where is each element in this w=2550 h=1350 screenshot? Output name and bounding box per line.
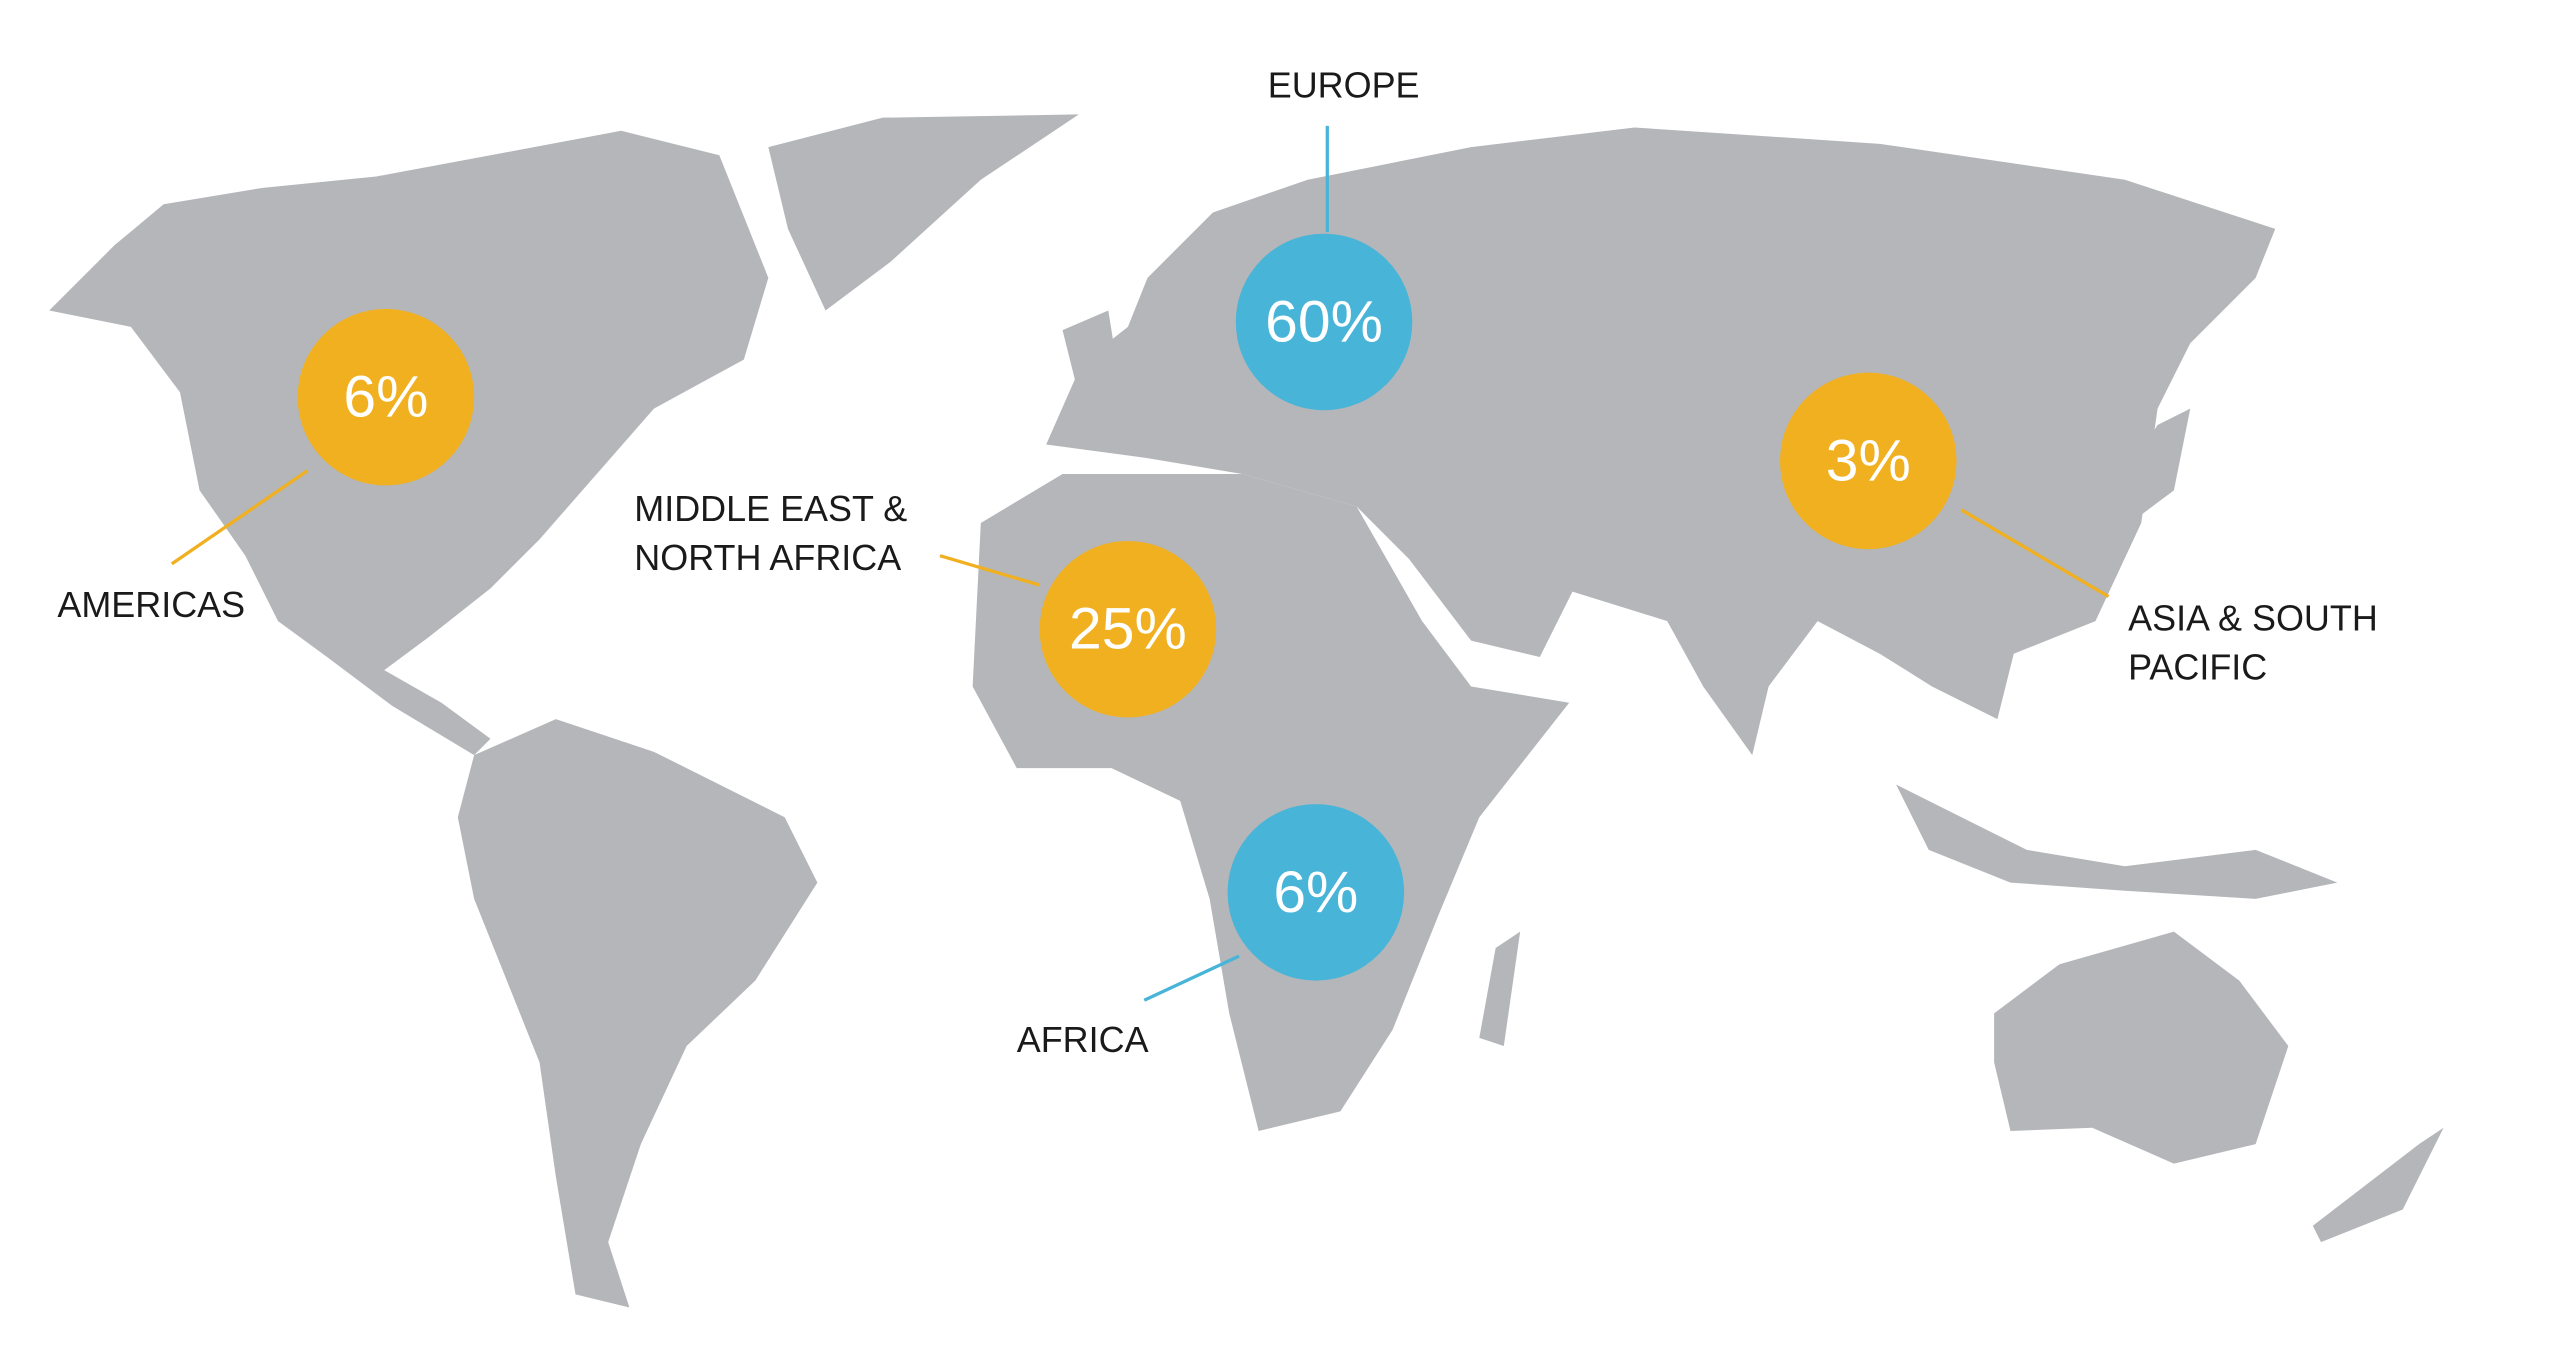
- greenland: [768, 114, 1079, 311]
- region-bubble: [297, 308, 475, 486]
- leader-line: [170, 469, 309, 566]
- leader-line: [939, 554, 1041, 587]
- region-bubble: [1780, 372, 1957, 550]
- region-percent: 3%: [1826, 428, 1911, 493]
- region-percent: 6%: [343, 365, 428, 430]
- britain: [1062, 310, 1122, 396]
- region-label: PACIFIC: [2128, 646, 2267, 687]
- region-label: NORTH AFRICA: [634, 537, 901, 578]
- region-label: MIDDLE EAST &: [634, 488, 907, 529]
- region-bubble: [1039, 540, 1217, 718]
- indonesia: [1896, 784, 2338, 899]
- region-percent: 25%: [1069, 597, 1187, 662]
- japan: [2100, 408, 2191, 540]
- south-america: [457, 719, 818, 1308]
- australia: [1994, 931, 2289, 1164]
- leader-line: [1960, 508, 2110, 598]
- madagascar: [1479, 931, 1521, 1047]
- region-label: AMERICAS: [57, 584, 245, 625]
- region-bubble: [1227, 804, 1405, 981]
- region-bubble: [1235, 233, 1413, 411]
- region-percent: 6%: [1273, 860, 1358, 925]
- region-percent: 60%: [1265, 289, 1383, 354]
- region-label: AFRICA: [1017, 1019, 1149, 1060]
- region-label: ASIA & SOUTH: [2128, 597, 2378, 638]
- leader-line: [1143, 954, 1240, 1002]
- region-label: EUROPE: [1268, 64, 1420, 105]
- new-zealand: [2312, 1127, 2444, 1243]
